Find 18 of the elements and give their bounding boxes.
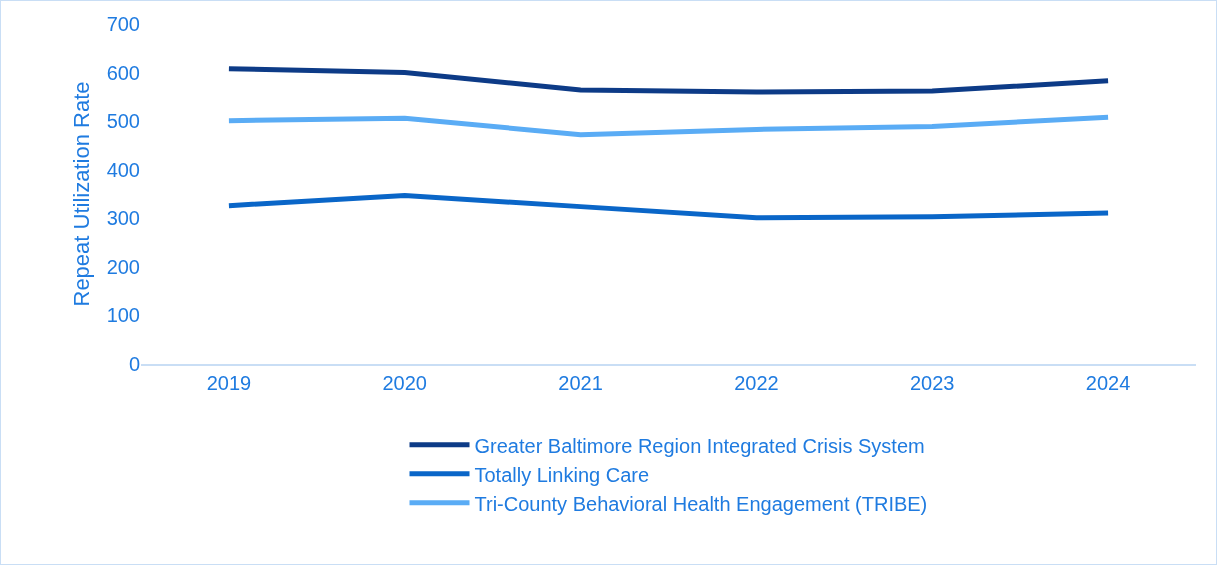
y-tick-label: 100	[106, 304, 140, 327]
y-tick-label: 500	[106, 110, 140, 133]
x-tick-label: 2022	[734, 371, 779, 394]
y-tick-label: 200	[106, 255, 140, 278]
x-tick-label: 2020	[382, 371, 427, 394]
x-tick-label: 2021	[558, 371, 603, 394]
y-tick-label: 700	[106, 13, 140, 35]
y-tick-label: 600	[106, 61, 140, 84]
y-axis-title: Repeat Utilization Rate	[69, 81, 95, 307]
y-tick-label: 0	[128, 353, 140, 375]
y-tick-label: 300	[106, 207, 140, 230]
x-tick-label: 2023	[910, 371, 955, 394]
y-tick-label: 400	[106, 158, 140, 181]
x-tick-label: 2019	[206, 371, 252, 394]
legend-label: Totally Linking Care	[474, 463, 650, 486]
legend-label: Greater Baltimore Region Integrated Crisis System	[474, 434, 925, 457]
legend-label: Tri-County Behavioral Health Engagement (TRIBE)	[474, 492, 928, 515]
x-tick-label: 2024	[1085, 371, 1131, 394]
